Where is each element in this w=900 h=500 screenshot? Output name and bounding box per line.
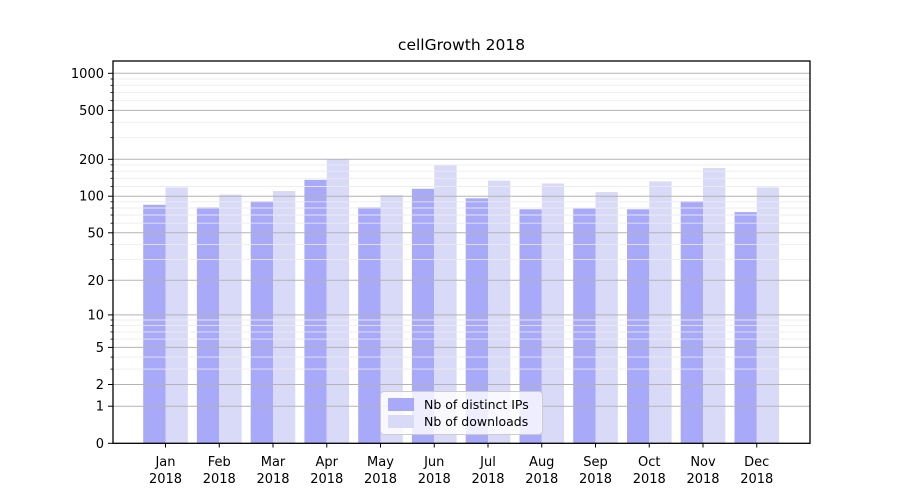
x-tick-label-jun: Jun [423,455,444,470]
bar-distinct-ips-apr [304,179,327,444]
x-tick-year-apr: 2018 [310,472,343,487]
bar-downloads-jul [488,180,511,444]
y-tick-label-0: 0 [96,437,104,452]
bar-downloads-feb [219,194,242,444]
bar-downloads-may [380,195,403,444]
x-tick-label-jan: Jan [154,455,175,470]
y-tick-label-20: 20 [87,274,104,289]
x-tick-label-oct: Oct [638,455,660,470]
bar-downloads-aug [541,183,565,444]
bar-downloads-nov [703,168,726,444]
x-tick-label-sep: Sep [583,455,608,470]
y-tick-label-50: 50 [87,226,104,241]
bar-distinct-ips-jun [411,188,435,444]
x-tick-label-aug: Aug [529,455,554,470]
x-tick-year-oct: 2018 [633,472,666,487]
y-tick-label-5: 5 [96,341,104,356]
x-tick-year-feb: 2018 [203,472,236,487]
bar-downloads-apr [326,159,350,444]
legend: Nb of distinct IPs Nb of downloads [380,391,543,435]
bar-distinct-ips-nov [680,201,703,444]
y-tick-label-100: 100 [79,190,104,205]
x-tick-label-may: May [367,455,394,470]
x-tick-label-apr: Apr [316,455,339,470]
legend-item-distinct-ips: Nb of distinct IPs [388,397,534,412]
bar-distinct-ips-dec [734,212,757,444]
bar-downloads-sep [595,192,618,444]
x-tick-year-sep: 2018 [579,472,612,487]
y-tick-label-10: 10 [87,308,104,323]
x-tick-year-jun: 2018 [418,472,451,487]
y-tick-label-1000: 1000 [71,67,104,82]
y-tick-label-200: 200 [79,153,104,168]
bar-downloads-mar [273,191,296,444]
chart-title: cellGrowth 2018 [397,36,526,54]
legend-swatch-downloads [388,415,414,428]
x-tick-year-jul: 2018 [471,472,504,487]
legend-swatch-distinct-ips [388,398,414,411]
legend-item-downloads: Nb of downloads [388,414,534,429]
y-tick-label-2: 2 [96,378,104,393]
x-tick-label-nov: Nov [690,455,716,470]
bar-downloads-oct [649,181,672,444]
legend-label-downloads: Nb of downloads [424,414,529,429]
x-tick-year-aug: 2018 [525,472,558,487]
bar-distinct-ips-jan [143,204,166,444]
bar-downloads-jun [434,165,457,444]
legend-label-distinct-ips: Nb of distinct IPs [424,397,529,412]
x-tick-label-dec: Dec [744,455,769,470]
x-tick-year-dec: 2018 [740,472,773,487]
plot-border [112,60,811,444]
x-tick-year-may: 2018 [364,472,397,487]
x-tick-label-feb: Feb [208,455,231,470]
bar-distinct-ips-mar [250,201,273,444]
x-tick-year-nov: 2018 [686,472,719,487]
x-tick-year-jan: 2018 [149,472,182,487]
x-tick-year-mar: 2018 [256,472,289,487]
x-tick-label-jul: Jul [479,455,496,470]
x-tick-label-mar: Mar [261,455,286,470]
y-tick-label-500: 500 [79,104,104,119]
y-tick-label-1: 1 [96,400,104,415]
